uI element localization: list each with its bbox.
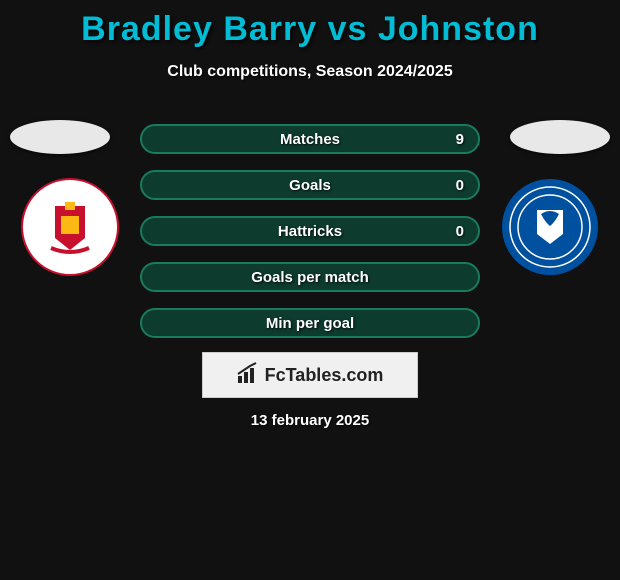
brand-text: FcTables.com [265,365,384,386]
stat-value: 9 [456,131,464,148]
date-text: 13 february 2025 [0,412,620,429]
stat-label: Hattricks [278,223,342,240]
stat-label: Goals [289,177,331,194]
stat-label: Goals per match [251,269,369,286]
stat-bar-goals-per-match: Goals per match [140,262,480,292]
stat-value: 0 [456,223,464,240]
chart-icon [237,362,259,389]
peterborough-badge-icon [501,178,599,276]
stat-label: Matches [280,131,340,148]
player-placeholder-left [10,120,110,154]
page-title: Bradley Barry vs Johnston [0,0,620,49]
stats-container: Matches 9 Goals 0 Hattricks 0 Goals per … [140,124,480,354]
subtitle: Club competitions, Season 2024/2025 [0,63,620,81]
stat-value: 0 [456,177,464,194]
club-badge-left [21,178,119,276]
stat-bar-goals: Goals 0 [140,170,480,200]
stat-label: Min per goal [266,315,354,332]
club-badge-right [501,178,599,276]
player-placeholder-right [510,120,610,154]
stat-bar-matches: Matches 9 [140,124,480,154]
brand-box: FcTables.com [202,352,418,398]
stat-bar-min-per-goal: Min per goal [140,308,480,338]
stat-bar-hattricks: Hattricks 0 [140,216,480,246]
stevenage-badge-icon [21,178,119,276]
